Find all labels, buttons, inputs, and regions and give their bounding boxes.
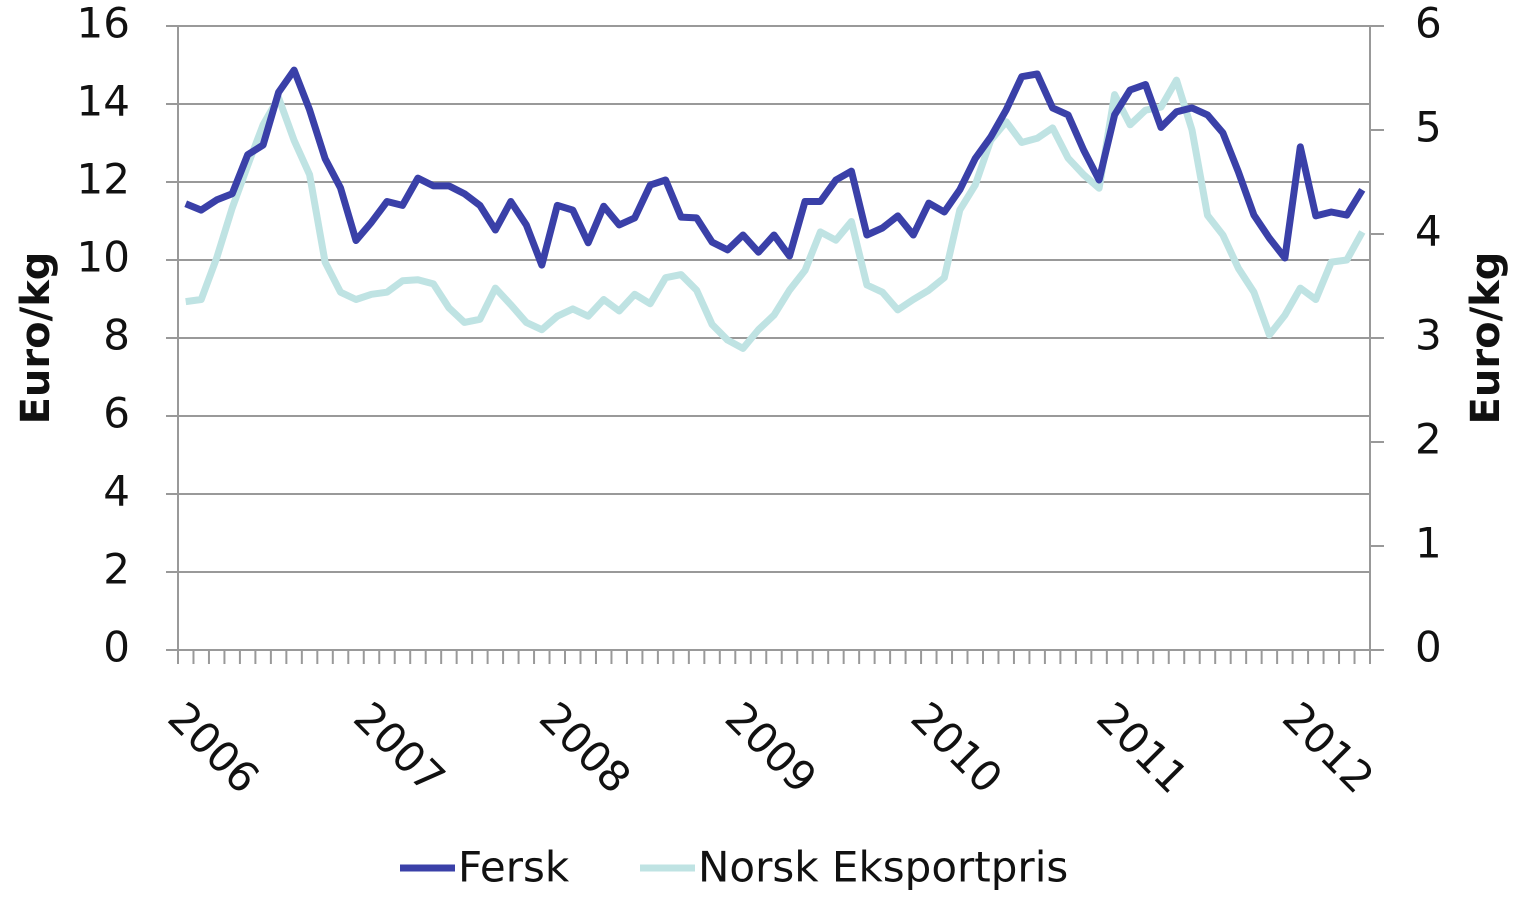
y-tick-label: 2 [103, 545, 130, 594]
series-line [185, 76, 1366, 352]
y-axis-title: Euro/kg [13, 252, 59, 425]
y2-tick-label: 4 [1415, 207, 1442, 256]
legend-label: Fersk [458, 843, 570, 892]
y-tick-label: 0 [103, 623, 130, 672]
y2-tick-label: 0 [1415, 623, 1442, 672]
x-tick-label: 2010 [902, 693, 1012, 803]
y-tick-label: 12 [77, 155, 130, 204]
y-tick-label: 10 [77, 233, 130, 282]
x-tick-label: 2007 [344, 693, 454, 803]
y-tick-label: 16 [77, 0, 130, 48]
series-line [184, 66, 1366, 269]
x-tick-label: 2009 [716, 693, 826, 803]
y2-tick-label: 1 [1415, 519, 1442, 568]
y-tick-label: 8 [103, 311, 130, 360]
legend-label: Norsk Eksportpris [698, 843, 1068, 892]
y-tick-label: 4 [103, 467, 130, 516]
y-tick-label: 6 [103, 389, 130, 438]
y2-tick-label: 5 [1415, 103, 1442, 152]
y2-tick-label: 6 [1415, 0, 1442, 48]
x-tick-label: 2012 [1273, 693, 1383, 803]
x-tick-label: 2011 [1087, 693, 1197, 803]
y2-tick-label: 3 [1415, 311, 1442, 360]
y2-tick-label: 2 [1415, 415, 1442, 464]
y2-axis-title: Euro/kg [1463, 252, 1509, 425]
x-tick-label: 2006 [159, 693, 269, 803]
y-tick-label: 14 [77, 77, 130, 126]
x-tick-label: 2008 [530, 693, 640, 803]
